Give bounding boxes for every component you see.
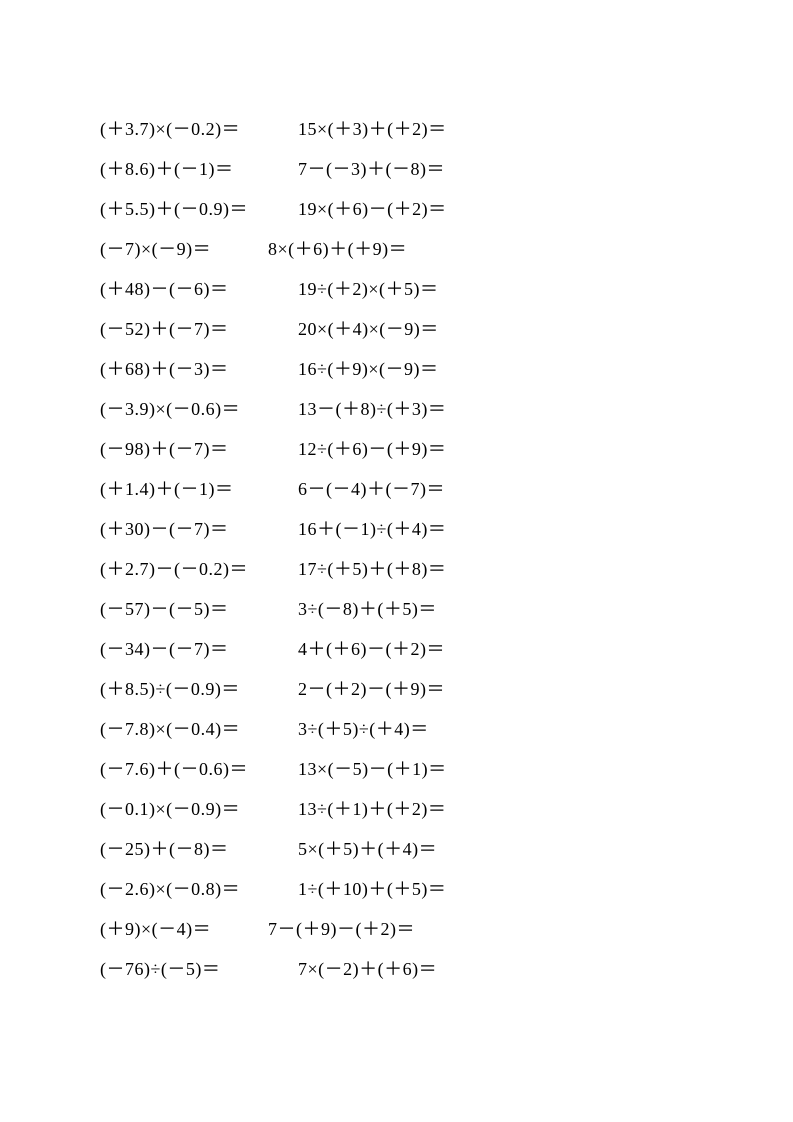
problem: (－98)＋(－7)＝ [100, 440, 248, 458]
problem: 3÷(－8)＋(＋5)＝ [298, 600, 447, 618]
problem: (－2.6)×(－0.8)＝ [100, 880, 248, 898]
problem: (＋1.4)＋(－1)＝ [100, 480, 248, 498]
problem: 6－(－4)＋(－7)＝ [298, 480, 447, 498]
problem: (－7.6)＋(－0.6)＝ [100, 760, 248, 778]
problem: (－25)＋(－8)＝ [100, 840, 248, 858]
problem: 19÷(＋2)×(＋5)＝ [298, 280, 447, 298]
math-worksheet: (＋3.7)×(－0.2)＝ (＋8.6)＋(－1)＝ (＋5.5)＋(－0.9… [100, 120, 693, 1000]
problem: 3÷(＋5)÷(＋4)＝ [298, 720, 447, 738]
problem: 2－(＋2)－(＋9)＝ [298, 680, 447, 698]
problem: (－34)－(－7)＝ [100, 640, 248, 658]
problem: 20×(＋4)×(－9)＝ [298, 320, 447, 338]
problem: 17÷(＋5)＋(＋8)＝ [298, 560, 447, 578]
problem: 16÷(＋9)×(－9)＝ [298, 360, 447, 378]
problem: 5×(＋5)＋(＋4)＝ [298, 840, 447, 858]
left-column: (＋3.7)×(－0.2)＝ (＋8.6)＋(－1)＝ (＋5.5)＋(－0.9… [100, 120, 248, 1000]
problem: (－7.8)×(－0.4)＝ [100, 720, 248, 738]
problem: (－0.1)×(－0.9)＝ [100, 800, 248, 818]
problem: 15×(＋3)＋(＋2)＝ [298, 120, 447, 138]
problem: 7－(＋9)－(＋2)＝ [268, 920, 447, 938]
problem: (－3.9)×(－0.6)＝ [100, 400, 248, 418]
problem: 8×(＋6)＋(＋9)＝ [268, 240, 447, 258]
problem: (－7)×(－9)＝ [100, 240, 248, 258]
problem: 1÷(＋10)＋(＋5)＝ [298, 880, 447, 898]
problem: (＋48)－(－6)＝ [100, 280, 248, 298]
problem: 7－(－3)＋(－8)＝ [298, 160, 447, 178]
problem: 13×(－5)－(＋1)＝ [298, 760, 447, 778]
problem: (＋3.7)×(－0.2)＝ [100, 120, 248, 138]
problem: 7×(－2)＋(＋6)＝ [298, 960, 447, 978]
problem: (＋8.6)＋(－1)＝ [100, 160, 248, 178]
problem: (＋68)＋(－3)＝ [100, 360, 248, 378]
problem: (－76)÷(－5)＝ [100, 960, 248, 978]
right-column: 15×(＋3)＋(＋2)＝ 7－(－3)＋(－8)＝ 19×(＋6)－(＋2)＝… [298, 120, 447, 1000]
problem: 13－(＋8)÷(＋3)＝ [298, 400, 447, 418]
problem: (＋2.7)－(－0.2)＝ [100, 560, 248, 578]
problem: 13÷(＋1)＋(＋2)＝ [298, 800, 447, 818]
problem: (＋5.5)＋(－0.9)＝ [100, 200, 248, 218]
problem: 19×(＋6)－(＋2)＝ [298, 200, 447, 218]
problem: (＋8.5)÷(－0.9)＝ [100, 680, 248, 698]
problem: (＋9)×(－4)＝ [100, 920, 248, 938]
problem: 16＋(－1)÷(＋4)＝ [298, 520, 447, 538]
problem: (－52)＋(－7)＝ [100, 320, 248, 338]
problem: (－57)－(－5)＝ [100, 600, 248, 618]
problem: 4＋(＋6)－(＋2)＝ [298, 640, 447, 658]
problem: (＋30)－(－7)＝ [100, 520, 248, 538]
problem: 12÷(＋6)－(＋9)＝ [298, 440, 447, 458]
